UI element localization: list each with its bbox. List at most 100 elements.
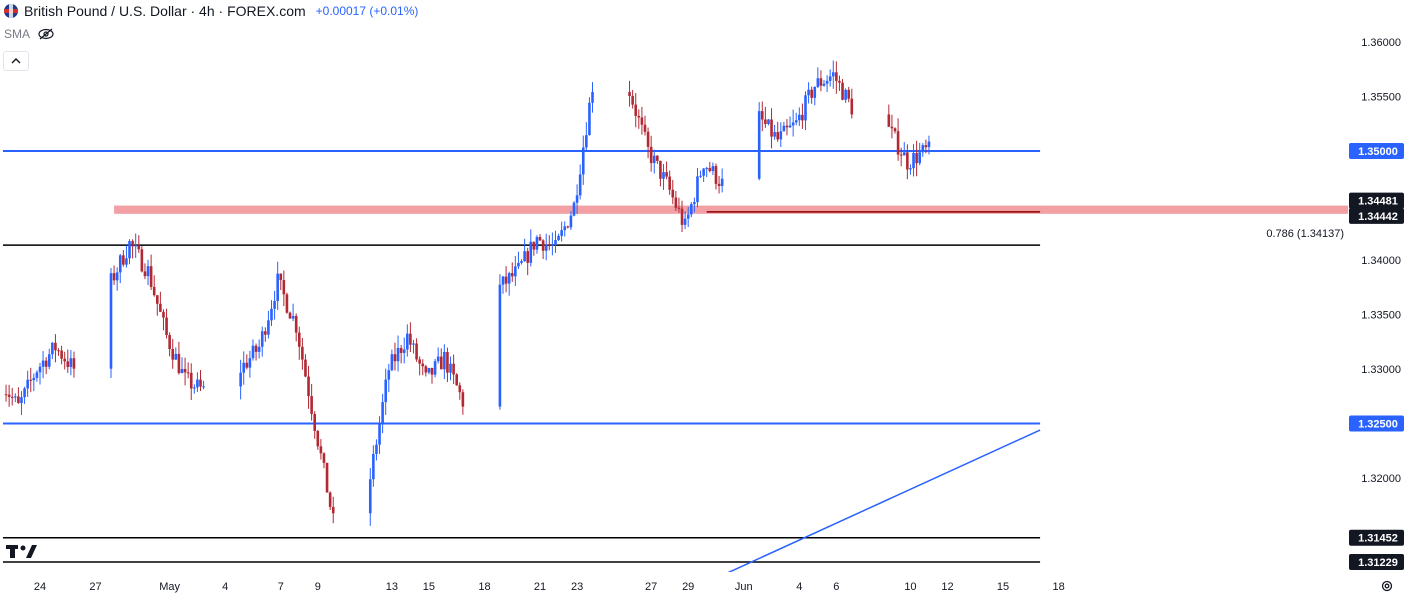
candle[interactable] — [498, 274, 502, 410]
candle[interactable] — [514, 256, 517, 286]
candle[interactable] — [248, 350, 252, 378]
candle[interactable] — [776, 121, 780, 142]
candle[interactable] — [313, 411, 317, 439]
candle[interactable] — [557, 233, 560, 241]
candle[interactable] — [57, 348, 60, 356]
candle[interactable] — [112, 265, 116, 285]
candle[interactable] — [288, 311, 292, 319]
candle[interactable] — [242, 351, 246, 385]
candle[interactable] — [396, 335, 400, 372]
candle[interactable] — [239, 359, 242, 400]
candle[interactable] — [421, 359, 425, 376]
candle[interactable] — [572, 201, 576, 217]
candle[interactable] — [368, 468, 372, 526]
candle[interactable] — [443, 344, 446, 380]
candle[interactable] — [4, 384, 8, 402]
candle[interactable] — [189, 363, 193, 401]
candle[interactable] — [909, 164, 912, 175]
candle[interactable] — [538, 234, 542, 242]
candle[interactable] — [668, 170, 671, 195]
candle[interactable] — [578, 164, 582, 200]
candle[interactable] — [51, 342, 54, 360]
candle[interactable] — [529, 229, 533, 267]
candle[interactable] — [912, 144, 915, 177]
candle[interactable] — [906, 144, 909, 180]
candle[interactable] — [54, 334, 57, 363]
candle[interactable] — [794, 112, 798, 126]
candle[interactable] — [504, 266, 508, 293]
candle[interactable] — [822, 79, 826, 87]
candle[interactable] — [924, 139, 928, 154]
candle[interactable] — [807, 82, 810, 104]
candle[interactable] — [702, 167, 705, 183]
candle[interactable] — [32, 373, 36, 392]
candle[interactable] — [847, 86, 851, 103]
candle[interactable] — [501, 275, 505, 294]
candle[interactable] — [273, 290, 276, 320]
candle[interactable] — [677, 197, 681, 213]
candle[interactable] — [251, 339, 255, 361]
candle[interactable] — [372, 445, 375, 487]
candle[interactable] — [384, 368, 388, 416]
candle[interactable] — [640, 106, 644, 135]
candle[interactable] — [122, 249, 125, 267]
candle[interactable] — [63, 351, 66, 370]
candle[interactable] — [680, 200, 684, 233]
candle[interactable] — [270, 300, 273, 326]
candle[interactable] — [436, 347, 440, 364]
candle[interactable] — [328, 491, 332, 511]
candle[interactable] — [813, 86, 817, 106]
candle[interactable] — [532, 241, 536, 256]
candle[interactable] — [69, 349, 73, 376]
candle[interactable] — [548, 235, 551, 251]
candle[interactable] — [390, 349, 394, 372]
candle[interactable] — [322, 452, 326, 469]
candle[interactable] — [427, 367, 431, 375]
candle[interactable] — [927, 135, 931, 155]
candle[interactable] — [835, 61, 838, 94]
candle[interactable] — [301, 337, 304, 370]
candle[interactable] — [461, 389, 465, 415]
eye-off-icon[interactable] — [38, 28, 54, 40]
candle[interactable] — [902, 142, 906, 156]
candle[interactable] — [838, 75, 841, 91]
candle[interactable] — [109, 267, 113, 378]
candle[interactable] — [643, 115, 647, 136]
candle[interactable] — [72, 351, 76, 378]
candle[interactable] — [631, 89, 634, 109]
candle[interactable] — [816, 67, 820, 89]
candle[interactable] — [788, 116, 792, 128]
candle[interactable] — [773, 124, 776, 140]
candle[interactable] — [10, 387, 14, 406]
candle[interactable] — [841, 78, 844, 101]
candle[interactable] — [662, 163, 665, 190]
candle[interactable] — [770, 108, 773, 149]
candle[interactable] — [455, 373, 458, 386]
candle[interactable] — [282, 270, 286, 307]
candle[interactable] — [446, 347, 449, 383]
candle[interactable] — [708, 161, 712, 173]
candle[interactable] — [551, 232, 554, 256]
candle[interactable] — [304, 354, 307, 378]
candle[interactable] — [196, 372, 199, 392]
candle[interactable] — [140, 246, 144, 273]
candle[interactable] — [257, 339, 261, 359]
candle[interactable] — [125, 245, 128, 268]
candle[interactable] — [785, 119, 789, 136]
candle[interactable] — [319, 439, 323, 460]
candle[interactable] — [165, 308, 168, 339]
candle[interactable] — [634, 93, 638, 128]
candle[interactable] — [174, 347, 178, 361]
candle[interactable] — [41, 351, 45, 379]
candle[interactable] — [563, 221, 567, 237]
candle[interactable] — [44, 357, 48, 375]
candle[interactable] — [279, 273, 283, 291]
candle[interactable] — [665, 161, 668, 180]
candle[interactable] — [637, 109, 641, 129]
candle[interactable] — [893, 127, 897, 134]
candle[interactable] — [541, 239, 545, 260]
candle[interactable] — [331, 496, 335, 524]
candle[interactable] — [162, 309, 165, 331]
candle[interactable] — [325, 462, 329, 493]
candle[interactable] — [307, 365, 310, 409]
